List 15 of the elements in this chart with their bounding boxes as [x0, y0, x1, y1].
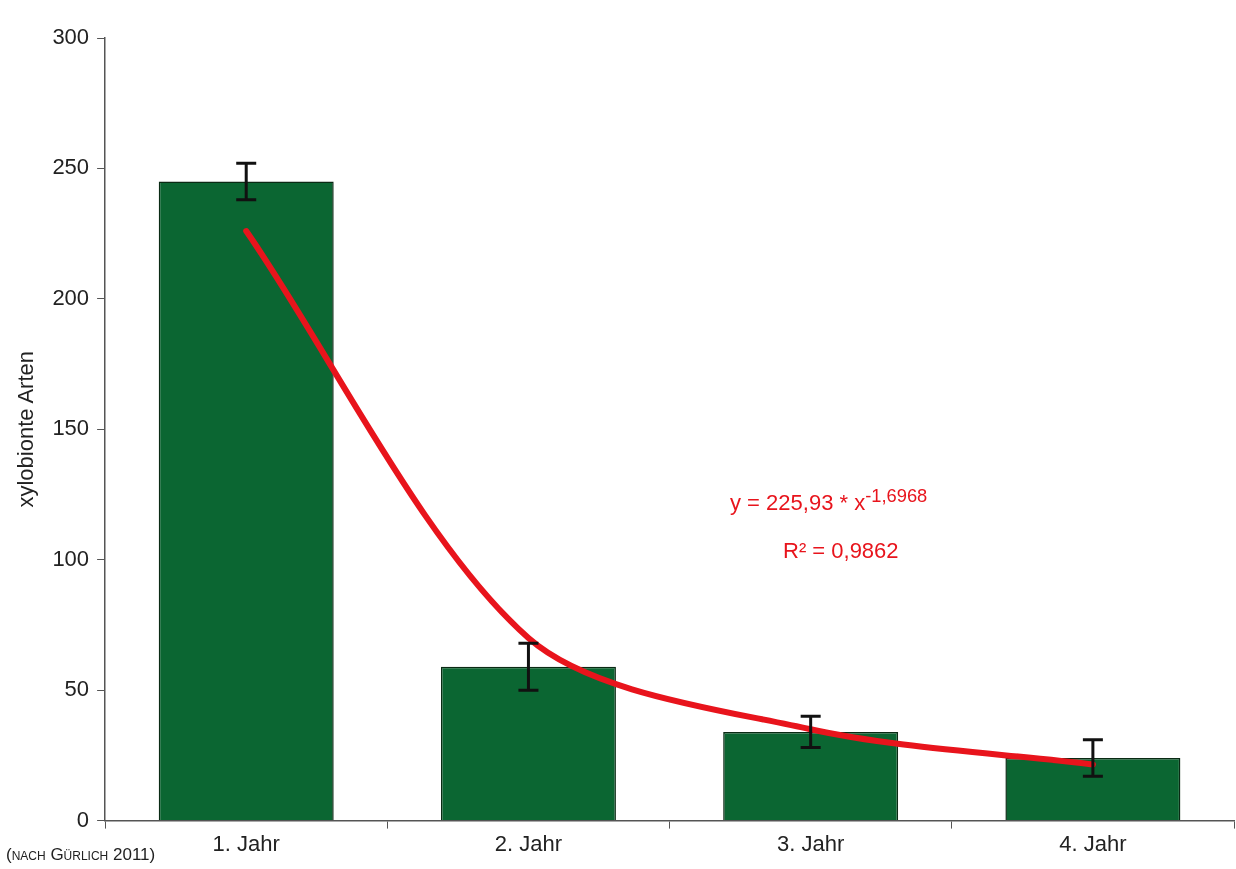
- y-tick-label: 150: [52, 415, 90, 441]
- annotation: R² = 0,9862: [783, 538, 899, 564]
- y-tick-label: 100: [52, 545, 90, 571]
- y-tick-label: 200: [52, 284, 90, 310]
- text: (nach Gürlich 2011): [6, 845, 156, 865]
- x-tick-label: 1. Jahr: [212, 830, 280, 856]
- y-tick-label: 50: [64, 676, 90, 702]
- y-axis-title: xylobionte Arten: [13, 351, 39, 508]
- y-tick-label: 0: [76, 806, 90, 832]
- x-tick-label: 3. Jahr: [777, 830, 845, 856]
- x-tick-label: 2. Jahr: [494, 830, 563, 856]
- annotation: y = 225,93 * x$^{-1,6968}$: [730, 485, 928, 517]
- y-tick-label: 250: [52, 154, 90, 180]
- x-tick-label: 4. Jahr: [1059, 830, 1127, 856]
- y-tick-label: 300: [52, 24, 90, 50]
